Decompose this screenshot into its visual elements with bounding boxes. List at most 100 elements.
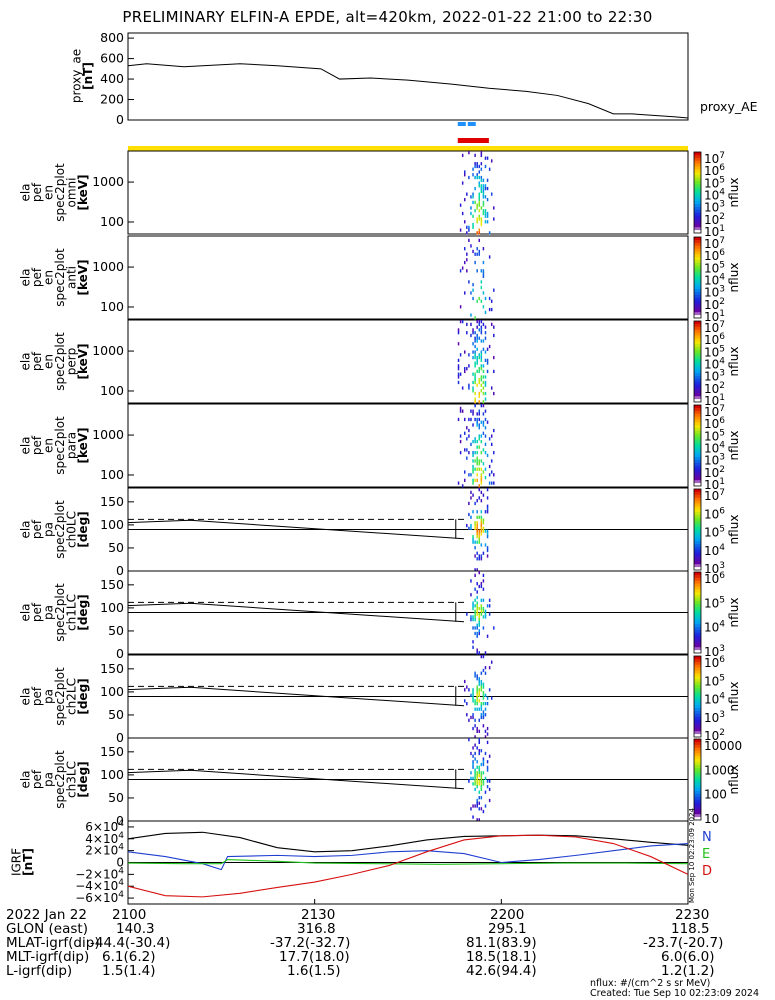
spec-cell bbox=[484, 186, 487, 191]
spec-cell bbox=[478, 181, 481, 185]
axis-label-line: para bbox=[64, 432, 78, 459]
spec-cell bbox=[466, 269, 468, 273]
colorbar-step bbox=[694, 309, 701, 313]
spec-cell bbox=[480, 383, 483, 387]
colorbar-step bbox=[694, 615, 701, 619]
spec-cell bbox=[466, 685, 468, 689]
spec-cell bbox=[484, 409, 487, 413]
colorbar-step bbox=[694, 448, 701, 452]
spec-cell bbox=[476, 173, 478, 177]
spec-cell bbox=[468, 175, 470, 180]
spec-cell bbox=[476, 568, 478, 572]
spec-cell bbox=[476, 203, 478, 207]
colorbar-tick-label: 107 bbox=[704, 404, 725, 419]
axis-label-line: en bbox=[41, 270, 55, 285]
ephem-cell: 6.0(6.0) bbox=[661, 949, 715, 965]
spec-cell bbox=[468, 779, 470, 783]
spec-cell bbox=[478, 322, 481, 327]
colorbar-tick-label: 105 bbox=[704, 344, 725, 359]
spec-cell bbox=[464, 220, 466, 224]
colorbar-step bbox=[694, 457, 701, 461]
spec-cell bbox=[486, 634, 489, 638]
spec-cell bbox=[474, 378, 476, 382]
spec-cell bbox=[466, 702, 468, 706]
spec-cell bbox=[482, 609, 485, 613]
colorbar-step bbox=[694, 497, 701, 502]
spec-cell bbox=[476, 412, 478, 416]
spec-cell bbox=[472, 804, 474, 808]
colorbar-step bbox=[694, 289, 701, 293]
spec-cell bbox=[488, 798, 491, 803]
spec-cell bbox=[480, 178, 483, 182]
colorbar-label: nflux bbox=[727, 178, 741, 208]
spec-cell bbox=[470, 618, 472, 622]
y-tick-label: 50 bbox=[108, 540, 124, 555]
y-tick-label: 50 bbox=[108, 623, 124, 638]
colorbar-step bbox=[694, 592, 701, 596]
spec-cell bbox=[482, 423, 485, 427]
spec-cell bbox=[476, 626, 478, 630]
spec-cell bbox=[482, 809, 485, 814]
colorbar-step bbox=[694, 644, 701, 648]
spec-cell bbox=[482, 526, 485, 530]
colorbar-step bbox=[694, 154, 701, 159]
spec-cell bbox=[472, 537, 474, 542]
colorbar-step bbox=[694, 747, 701, 752]
spec-cell bbox=[478, 423, 481, 427]
spec-cell bbox=[484, 336, 487, 340]
colorbar-tick-label: 102 bbox=[704, 212, 725, 227]
spec-cell bbox=[493, 626, 495, 630]
spec-cell bbox=[482, 364, 485, 368]
spec-cell bbox=[472, 380, 474, 385]
spec-cell bbox=[478, 417, 481, 422]
spec-cell bbox=[484, 391, 487, 396]
spec-cell bbox=[457, 481, 460, 485]
spec-cell bbox=[478, 729, 481, 733]
spec-cell bbox=[472, 699, 474, 703]
spec-cell bbox=[478, 557, 481, 561]
spec-cell bbox=[482, 693, 485, 697]
colorbar-tick-label: 102 bbox=[704, 297, 725, 312]
spec-cell bbox=[468, 434, 470, 438]
spec-cell bbox=[482, 521, 485, 525]
spec-cell bbox=[478, 467, 481, 471]
spec-cell bbox=[476, 383, 478, 387]
spec-cell bbox=[464, 699, 466, 703]
spec-cell bbox=[470, 417, 472, 422]
colorbar-step bbox=[694, 635, 701, 640]
spec-cell bbox=[480, 184, 483, 188]
spec-cell bbox=[486, 546, 489, 550]
spec-cell bbox=[472, 535, 474, 539]
spec-cell bbox=[461, 181, 464, 185]
colorbar-step bbox=[694, 767, 701, 772]
colorbar-step bbox=[694, 817, 701, 821]
spec-cell bbox=[476, 782, 478, 786]
spec-cell bbox=[478, 249, 481, 254]
colorbar-step bbox=[694, 237, 701, 241]
axis-label-line: pa bbox=[41, 522, 55, 537]
spec-cell bbox=[472, 601, 474, 605]
axis-label-line: pef bbox=[30, 435, 44, 455]
spec-cell bbox=[482, 715, 485, 720]
spec-cell bbox=[470, 615, 472, 619]
spec-cell bbox=[480, 439, 483, 444]
axis-label-line: ela bbox=[18, 520, 32, 538]
spec-cell bbox=[461, 320, 464, 324]
spec-cell bbox=[459, 203, 462, 207]
spec-cell bbox=[482, 448, 485, 452]
spec-cell bbox=[474, 724, 476, 728]
axis-label-line: ela bbox=[18, 183, 32, 201]
igrf-line bbox=[127, 858, 689, 865]
spec-cell bbox=[474, 573, 476, 578]
spec-cell bbox=[472, 192, 474, 196]
spec-cell bbox=[484, 615, 487, 619]
colorbar-step bbox=[694, 728, 701, 732]
spec-cell bbox=[484, 350, 487, 354]
colorbar-tick-label: 105 bbox=[704, 673, 725, 688]
spec-cell bbox=[472, 355, 474, 360]
igrf-legend-label: D bbox=[702, 864, 712, 879]
colorbar-label: nflux bbox=[727, 598, 741, 628]
spec-cell bbox=[482, 551, 485, 555]
spec-cell bbox=[459, 439, 462, 444]
